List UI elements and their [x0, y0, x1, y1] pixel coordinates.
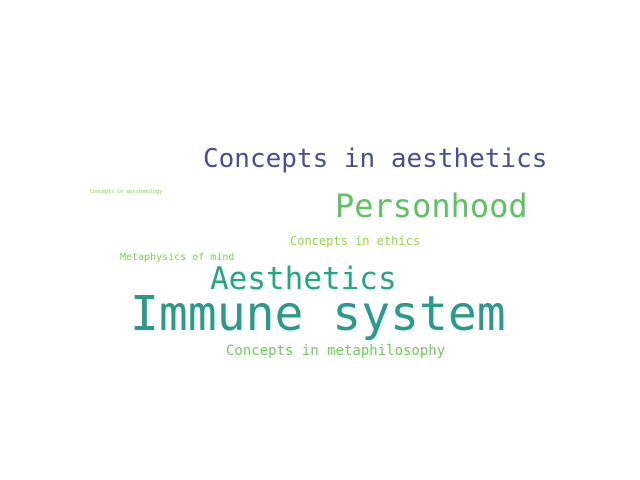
word-personhood: Personhood — [335, 187, 528, 225]
word-concepts-in-aesthetics: Concepts in aesthetics — [203, 144, 548, 174]
word-metaphysics-of-mind: Metaphysics of mind — [120, 252, 235, 263]
word-immune-system: Immune system — [130, 286, 506, 342]
word-concepts-in-ethics: Concepts in ethics — [290, 234, 421, 248]
word-aesthetics: Aesthetics — [210, 261, 397, 297]
word-concepts-in-epistemology: Concepts in epistemology — [90, 189, 163, 195]
word-concepts-in-metaphilosophy: Concepts in metaphilosophy — [226, 343, 446, 359]
